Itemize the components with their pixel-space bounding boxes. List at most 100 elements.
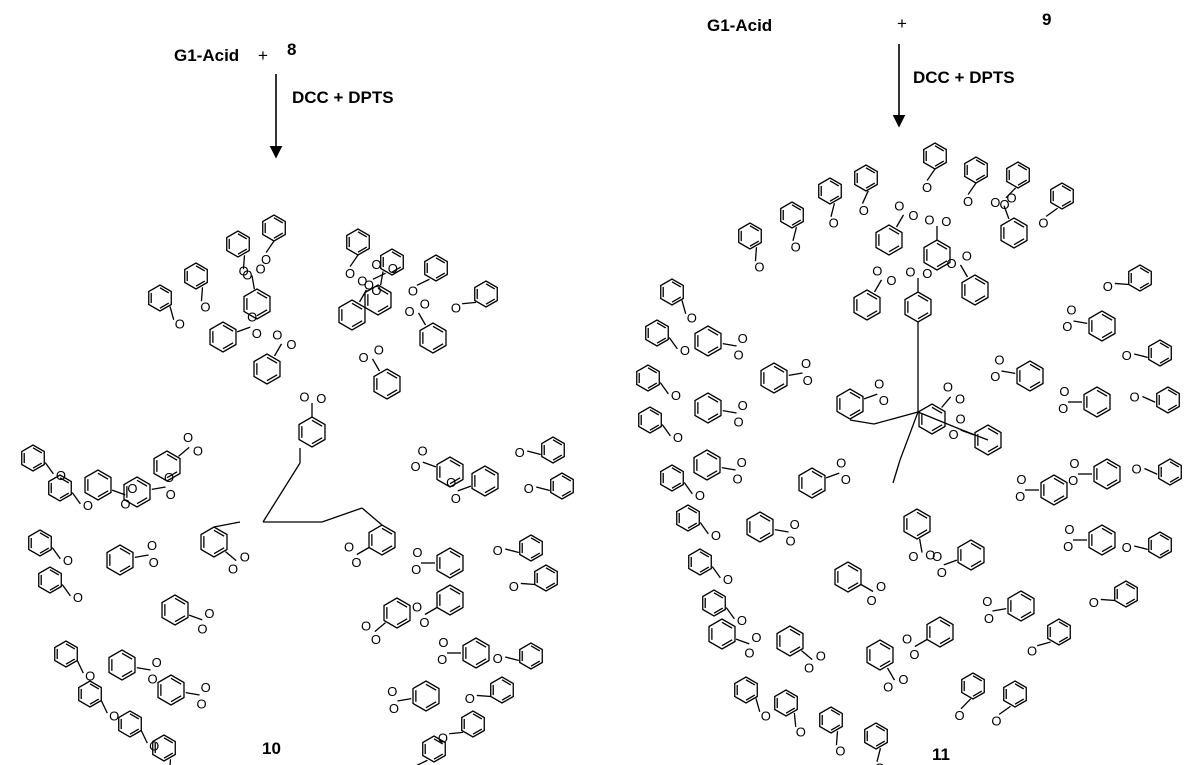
oxygen-atom-label: O	[1027, 643, 1037, 658]
aromatic-double-bond	[875, 725, 886, 732]
benzene-ring	[708, 618, 736, 650]
aromatic-double-bond	[671, 296, 682, 303]
benzene-ring	[1016, 360, 1044, 392]
benzene-ring	[200, 526, 228, 558]
aromatic-double-bond	[745, 679, 756, 686]
oxygen-atom-label: O	[446, 475, 456, 490]
aromatic-double-bond	[377, 287, 389, 295]
bond-line	[861, 190, 869, 204]
left-reagent-compound-8: 8	[287, 40, 296, 59]
aromatic-double-bond	[707, 328, 719, 336]
aromatic-double-bond	[939, 637, 951, 645]
aromatic-double-bond	[449, 568, 461, 576]
bond-line	[941, 396, 952, 408]
oxygen-atom-label: O	[204, 606, 214, 621]
bond-line	[169, 306, 175, 321]
benzene-ring	[28, 529, 52, 557]
benzene-ring	[209, 321, 237, 353]
oxygen-atom-label: O	[922, 266, 932, 281]
oxygen-atom-label: O	[991, 713, 1001, 728]
aromatic-double-bond	[1014, 683, 1025, 690]
aromatic-double-bond	[713, 607, 724, 614]
oxygen-atom-label: O	[924, 213, 934, 228]
bond-line	[722, 409, 737, 414]
left-reaction-scheme: G1-Acid + 8 DCC + DPTS OOOOOOOOOOOOOOOOO…	[21, 40, 574, 765]
aromatic-double-bond	[1061, 200, 1072, 207]
aromatic-double-bond	[273, 232, 284, 239]
benzene-ring	[412, 680, 440, 712]
aromatic-double-bond	[552, 439, 563, 446]
aromatic-double-bond	[656, 337, 667, 344]
oxygen-atom-label: O	[994, 353, 1004, 368]
aromatic-double-bond	[545, 567, 556, 574]
oxygen-atom-label: O	[737, 613, 747, 628]
oxygen-atom-label: O	[364, 278, 374, 293]
benzene-ring	[298, 416, 326, 448]
oxygen-atom-label: O	[932, 549, 942, 564]
aromatic-double-bond	[1053, 495, 1065, 503]
benzene-ring	[338, 299, 366, 331]
bond-line	[1142, 395, 1156, 403]
aromatic-double-bond	[129, 713, 140, 720]
benzene-ring	[903, 508, 931, 540]
benzene-ring	[636, 364, 660, 392]
benzene-ring	[693, 449, 721, 481]
aromatic-double-bond	[163, 737, 174, 744]
oxygen-atom-label: O	[687, 310, 697, 325]
oxygen-atom-label: O	[886, 273, 896, 288]
oxygen-atom-label: O	[437, 652, 447, 667]
oxygen-atom-label: O	[1103, 279, 1113, 294]
benzene-ring	[123, 476, 151, 508]
aromatic-double-bond	[530, 552, 541, 559]
benzene-ring	[688, 548, 712, 576]
oxygen-atom-label: O	[183, 430, 193, 445]
bond-line	[236, 326, 251, 333]
oxygen-atom-label: O	[127, 481, 137, 496]
bond-line	[1134, 545, 1148, 551]
oxygen-atom-label: O	[803, 373, 813, 388]
aromatic-double-bond	[163, 752, 174, 759]
aromatic-double-bond	[916, 529, 928, 537]
aromatic-double-bond	[1169, 461, 1180, 468]
oxygen-atom-label: O	[299, 390, 309, 405]
aromatic-double-bond	[706, 452, 718, 460]
oxygen-atom-label: O	[836, 456, 846, 471]
aromatic-double-bond	[1061, 185, 1072, 192]
aromatic-double-bond	[311, 419, 323, 427]
bond-line	[349, 254, 359, 267]
aromatic-double-bond	[174, 615, 186, 623]
bond-line	[61, 584, 71, 597]
bond-line	[849, 419, 875, 425]
benzene-ring	[541, 436, 565, 464]
oxygen-atom-label: O	[1062, 319, 1072, 334]
aromatic-double-bond	[357, 231, 368, 238]
benzene-ring	[780, 201, 804, 229]
bond-line	[417, 312, 427, 326]
oxygen-atom-label: O	[389, 701, 399, 716]
oxygen-atom-label: O	[737, 455, 747, 470]
bond-line	[926, 168, 936, 181]
benzene-ring	[926, 616, 954, 648]
oxygen-atom-label: O	[695, 488, 705, 503]
oxygen-atom-label: O	[83, 498, 93, 513]
bond-line	[371, 358, 381, 372]
oxygen-atom-label: O	[796, 724, 806, 739]
oxygen-atom-label: O	[152, 655, 162, 670]
benzene-ring	[519, 642, 543, 670]
aromatic-double-bond	[1125, 583, 1136, 590]
bond-line	[721, 466, 736, 471]
oxygen-atom-label: O	[286, 337, 296, 352]
aromatic-double-bond	[59, 477, 70, 484]
aromatic-double-bond	[65, 643, 76, 650]
aromatic-double-bond	[849, 409, 861, 417]
bond-line	[213, 521, 241, 528]
aromatic-double-bond	[1106, 479, 1118, 487]
oxygen-atom-label: O	[164, 470, 174, 485]
aromatic-double-bond	[391, 266, 402, 273]
aromatic-double-bond	[671, 467, 682, 474]
bond-line	[1045, 207, 1058, 217]
oxygen-atom-label: O	[345, 266, 355, 281]
aromatic-double-bond	[119, 565, 131, 573]
bond-line	[661, 424, 671, 437]
oxygen-atom-label: O	[1132, 461, 1142, 476]
